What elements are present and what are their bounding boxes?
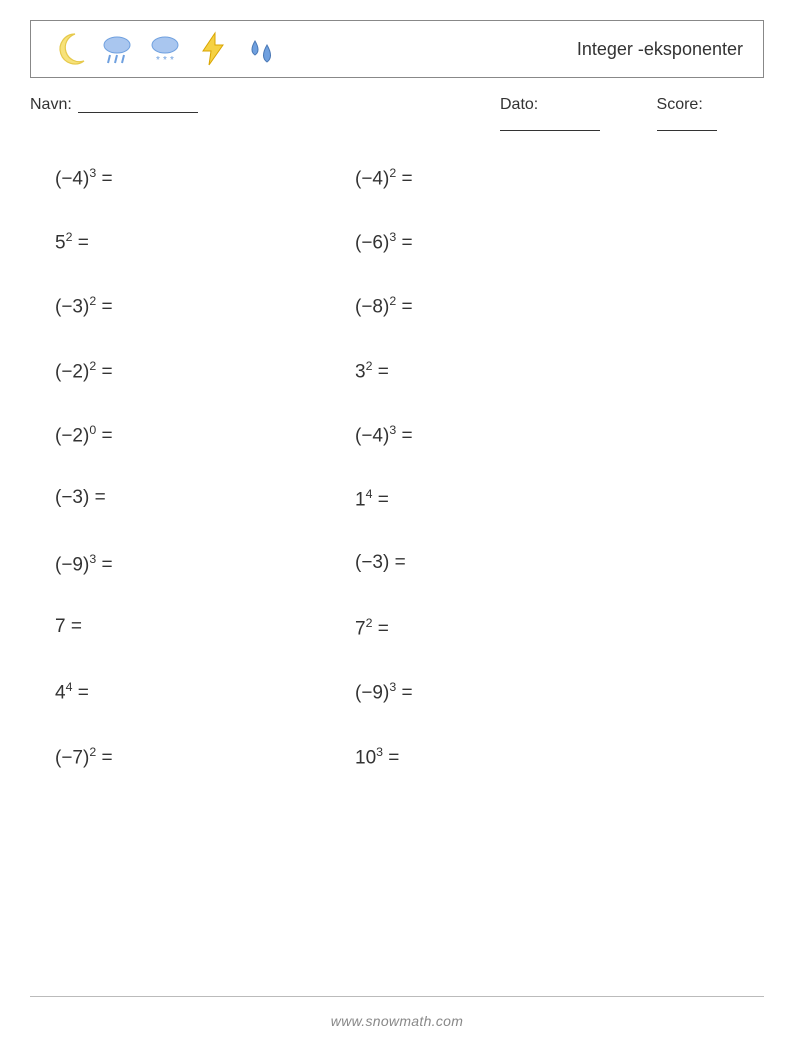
problem-right-2: (−8)2 = — [355, 294, 655, 318]
problems-grid: (−4)3 =(−4)2 =52 =(−6)3 =(−3)2 =(−8)2 =(… — [55, 166, 764, 769]
svg-text:*: * — [163, 55, 167, 66]
meta-line: Navn: Dato: Score: — [30, 96, 764, 136]
date-blank[interactable] — [500, 114, 600, 131]
moon-icon — [51, 31, 87, 67]
rain-cloud-icon — [99, 31, 135, 67]
score-label: Score: — [657, 96, 703, 113]
problem-left-4: (−2)0 = — [55, 423, 355, 447]
problem-right-8: (−9)3 = — [355, 680, 655, 704]
problem-right-7: 72 = — [355, 616, 655, 640]
problem-left-6: (−9)3 = — [55, 552, 355, 576]
title-bar: * * * Integer -eksponenter — [30, 20, 764, 78]
problem-left-9: (−7)2 = — [55, 745, 355, 769]
footer-divider — [30, 996, 764, 997]
header-icons: * * * — [51, 31, 279, 67]
name-blank[interactable] — [78, 96, 198, 113]
problem-left-2: (−3)2 = — [55, 294, 355, 318]
problem-right-4: (−4)3 = — [355, 423, 655, 447]
svg-text:*: * — [170, 55, 174, 66]
problem-right-6: (−3) = — [355, 552, 655, 576]
problem-left-8: 44 = — [55, 680, 355, 704]
problem-right-1: (−6)3 = — [355, 230, 655, 254]
date-label: Dato: — [500, 96, 538, 113]
problem-right-0: (−4)2 = — [355, 166, 655, 190]
score-blank[interactable] — [657, 114, 717, 131]
footer-link: www.snowmath.com — [0, 1013, 794, 1029]
name-label: Navn: — [30, 96, 72, 136]
problem-right-3: 32 = — [355, 359, 655, 383]
problem-left-3: (−2)2 = — [55, 359, 355, 383]
problem-left-5: (−3) = — [55, 487, 355, 511]
page-title: Integer -eksponenter — [577, 39, 743, 60]
svg-text:*: * — [156, 55, 160, 66]
problem-right-9: 103 = — [355, 745, 655, 769]
problem-left-0: (−4)3 = — [55, 166, 355, 190]
problem-left-7: 7 = — [55, 616, 355, 640]
problem-left-1: 52 = — [55, 230, 355, 254]
raindrops-icon — [243, 31, 279, 67]
lightning-icon — [195, 31, 231, 67]
problem-right-5: 14 = — [355, 487, 655, 511]
snow-cloud-icon: * * * — [147, 31, 183, 67]
